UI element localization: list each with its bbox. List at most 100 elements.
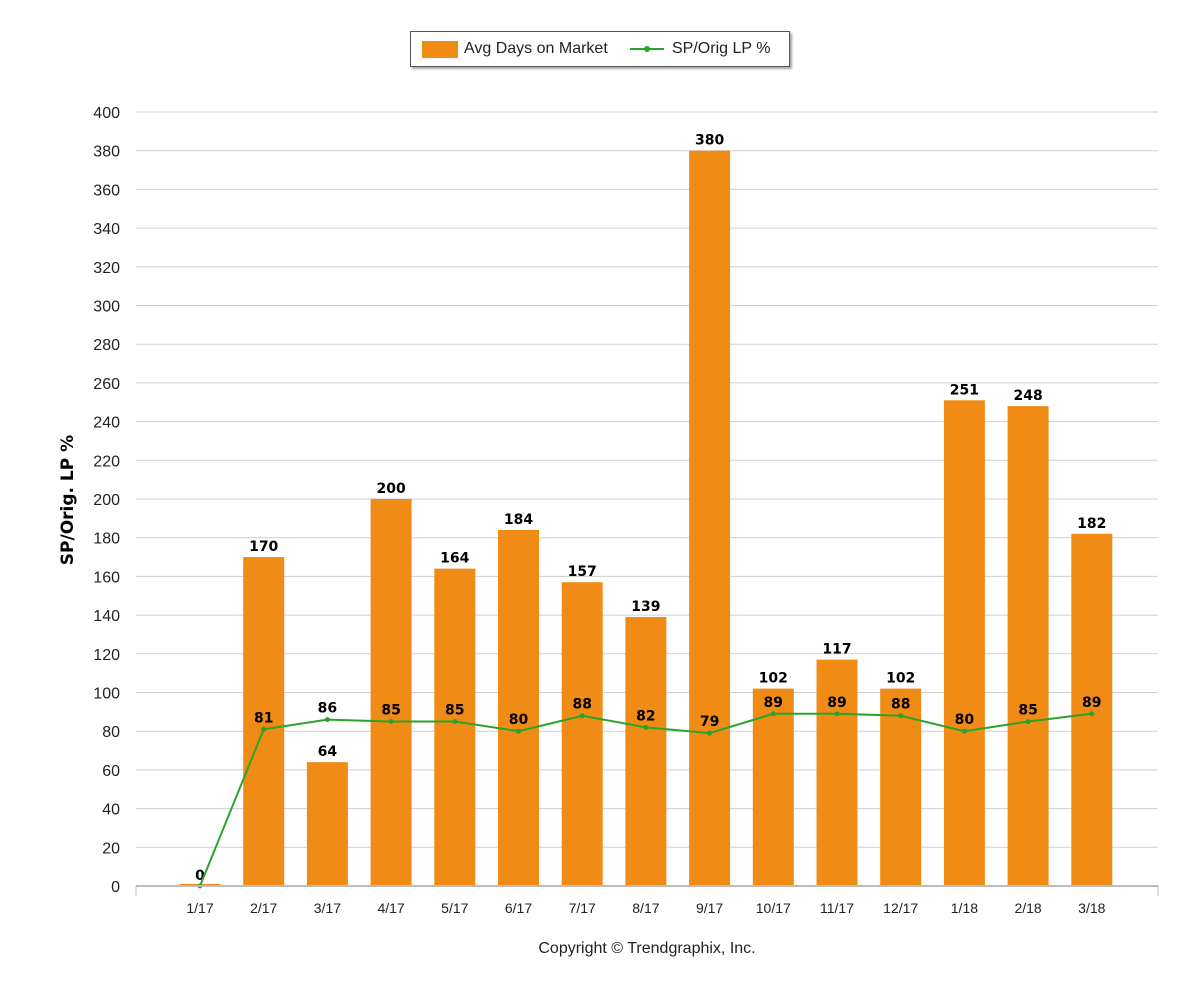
legend-item-line[interactable]: SP/Orig LP % [630, 40, 770, 58]
x-tick-label: 10/17 [756, 900, 791, 916]
legend-item-bar[interactable]: Avg Days on Market [422, 40, 608, 58]
bar [689, 150, 731, 886]
line-point [1025, 719, 1031, 725]
y-tick-label: 180 [93, 531, 120, 548]
bar-series: 0 170 64 200 164 184 157 139 380 102 117 102 251 248 1… [179, 133, 1113, 886]
bar-value-label: 0 [195, 868, 205, 884]
bar-value-label: 380 [695, 133, 724, 149]
line-value-label: 89 [1082, 695, 1101, 711]
line-point [324, 717, 330, 723]
bar-value-label: 251 [950, 382, 979, 398]
bar-value-label: 200 [376, 481, 405, 497]
line-value-label: 81 [254, 710, 273, 726]
x-tick-label: 6/17 [505, 900, 532, 916]
y-tick-label: 140 [93, 608, 120, 625]
bar [1071, 533, 1113, 886]
bar [434, 568, 476, 886]
x-tick-label: 4/17 [377, 900, 404, 916]
y-tick-label: 300 [93, 299, 120, 316]
line-point [898, 713, 904, 719]
y-tick-label: 80 [102, 724, 120, 741]
bar [498, 529, 539, 886]
gridlines [136, 111, 1158, 848]
line-value-label: 88 [891, 697, 910, 713]
y-tick-label: 60 [102, 763, 120, 780]
line-point [516, 728, 521, 734]
y-tick-label: 280 [93, 337, 120, 354]
line-point [579, 713, 585, 719]
x-tick-label: 3/17 [314, 900, 341, 916]
line-value-label: 80 [509, 712, 529, 728]
x-axis: 1/17 2/17 3/17 4/17 5/17 6/17 7/17 8/17 9/17 10/1… [135, 885, 1159, 916]
bar [243, 557, 285, 886]
line-value-label: 80 [955, 712, 975, 728]
line-point [261, 726, 267, 732]
bar-value-label: 170 [249, 539, 278, 555]
bar-value-label: 184 [504, 512, 533, 528]
bar-value-label: 64 [318, 744, 338, 760]
legend-swatch-line [630, 46, 664, 52]
y-tick-label: 160 [93, 569, 120, 586]
bar [561, 582, 603, 886]
line-point [643, 724, 649, 730]
y-tick-label: 260 [93, 376, 120, 393]
bar-value-label: 117 [822, 642, 851, 658]
bar [752, 688, 794, 886]
bar-value-label: 102 [886, 671, 915, 687]
x-tick-label: 2/17 [250, 900, 277, 916]
bar [880, 688, 922, 886]
line-value-label: 85 [445, 703, 464, 719]
y-tick-label: 380 [93, 144, 120, 161]
line-value-label: 88 [572, 697, 591, 713]
bar [943, 400, 985, 886]
bar-value-label: 139 [631, 599, 660, 615]
y-tick-label: 20 [102, 840, 120, 857]
y-tick-label: 120 [93, 647, 120, 664]
line-value-label: 82 [636, 708, 655, 724]
line-value-label: 85 [381, 703, 400, 719]
copyright: Copyright © Trendgraphix, Inc. [538, 940, 756, 957]
y-tick-label: 40 [102, 802, 120, 819]
bar [816, 659, 858, 886]
x-tick-label: 11/17 [820, 900, 854, 916]
y-tick-label: 340 [93, 221, 120, 238]
line-point [770, 711, 776, 717]
y-axis-title: SP/Orig. LP % [58, 434, 78, 566]
bar [370, 499, 412, 886]
x-tick-label: 5/17 [441, 900, 468, 916]
line-series: 81 86 85 85 80 88 82 79 89 89 88 80 85 89 [197, 695, 1102, 889]
x-tick-label: 2/18 [1014, 900, 1041, 916]
bar [306, 762, 348, 886]
y-axis: 0 20 40 60 80 100 120 140 160 180 200 220 240 260 280 3… [93, 105, 120, 896]
y-tick-label: 200 [93, 492, 120, 509]
y-tick-label: 100 [93, 686, 120, 703]
line-value-label: 85 [1018, 703, 1037, 719]
y-tick-label: 240 [93, 415, 120, 432]
legend-label-line: SP/Orig LP % [672, 40, 771, 57]
line-point [452, 719, 458, 725]
x-tick-label: 1/17 [186, 900, 213, 916]
line-point [1089, 711, 1095, 717]
line-value-label: 79 [700, 714, 719, 730]
legend-label-bar: Avg Days on Market [464, 40, 608, 57]
legend: Avg Days on Market SP/Orig LP % [410, 31, 790, 67]
line-point [707, 730, 713, 736]
y-tick-label: 400 [93, 105, 120, 122]
y-tick-label: 320 [93, 260, 120, 277]
line-point [961, 728, 967, 734]
legend-swatch-bar [422, 40, 458, 58]
line-value-label: 89 [764, 695, 783, 711]
y-tick-label: 0 [111, 879, 120, 896]
bar-value-label: 164 [440, 551, 469, 567]
bar [625, 617, 667, 886]
x-tick-label: 9/17 [696, 900, 723, 916]
bar-value-label: 248 [1013, 388, 1042, 404]
x-tick-label: 1/18 [951, 900, 978, 916]
line-value-label: 89 [827, 695, 846, 711]
line-point [834, 711, 840, 717]
x-tick-label: 8/17 [632, 900, 659, 916]
x-tick-label: 3/18 [1078, 900, 1105, 916]
y-tick-label: 220 [93, 453, 120, 470]
line-point [388, 719, 394, 725]
